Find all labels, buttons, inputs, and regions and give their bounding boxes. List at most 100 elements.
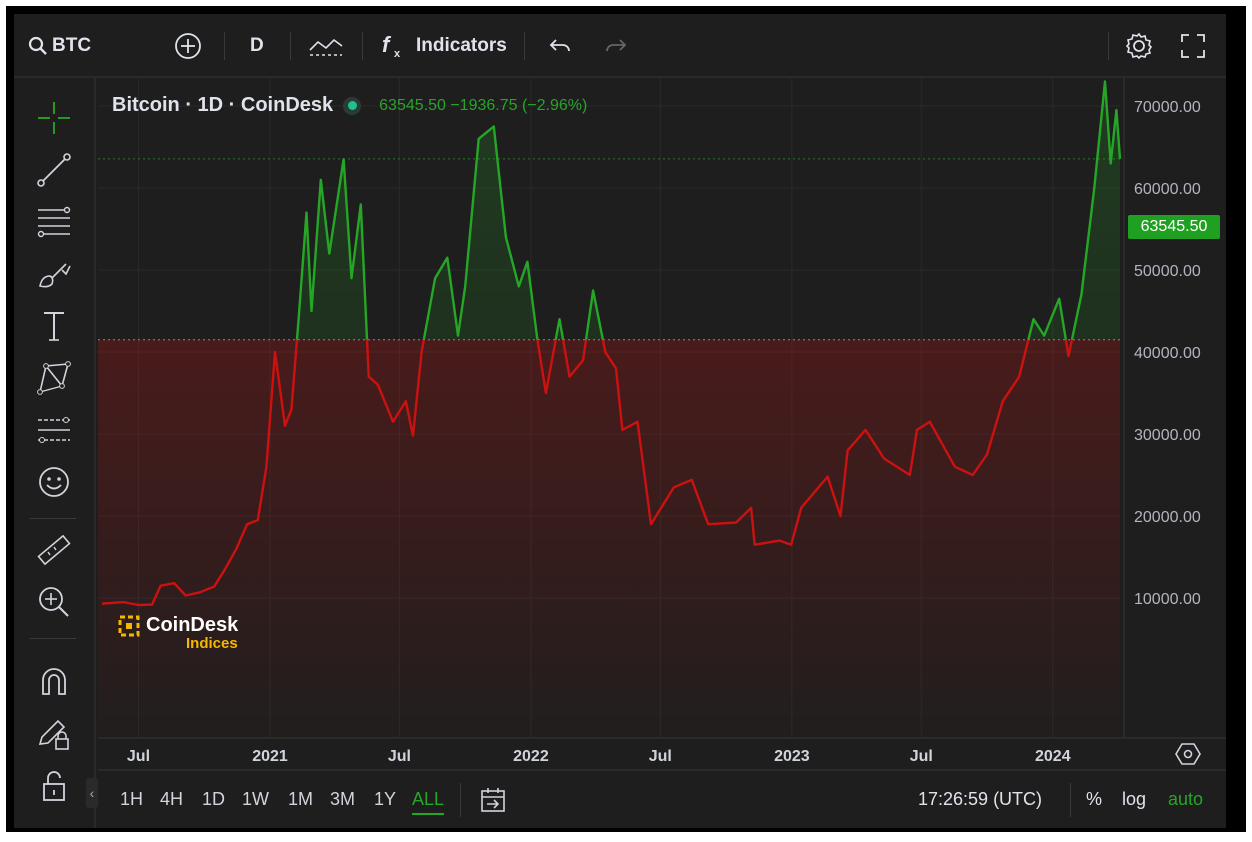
prediction-tool[interactable] [34, 410, 74, 450]
toolbar-divider [362, 32, 363, 60]
unlock-icon [43, 771, 65, 801]
toolbar-divider [524, 32, 525, 60]
range-1y-button[interactable]: 1Y [374, 789, 397, 809]
toolbar-divider [290, 32, 291, 60]
bottom-toolbar: 1H 4H 1D 1W 1M 3M 1Y ALL 17:26:59 (UTC) … [98, 769, 1226, 828]
magnet-icon [42, 668, 66, 695]
redo-button[interactable] [604, 30, 628, 62]
y-tick-label: 10000.00 [1134, 591, 1201, 608]
horizontal-lines-icon [37, 206, 71, 238]
x-tick-label: Jul [388, 748, 411, 765]
fullscreen-icon [1181, 34, 1205, 58]
redo-icon [606, 39, 627, 52]
pattern-icon [37, 361, 71, 395]
y-tick-label: 40000.00 [1134, 345, 1201, 362]
undo-icon [549, 39, 570, 52]
last-price-label: 63545.50 [1128, 215, 1220, 239]
date-range-button[interactable] [478, 785, 508, 820]
range-1m-button[interactable]: 1M [288, 789, 314, 809]
coindesk-watermark: CoinDesk Indices [118, 614, 238, 652]
chart-title: Bitcoin · 1D · CoinDesk [112, 94, 334, 116]
pattern-tool[interactable] [34, 358, 74, 398]
text-tool[interactable] [34, 306, 74, 346]
trend-line-icon [37, 153, 71, 187]
trend-line-tool[interactable] [34, 150, 74, 190]
unlock-tool[interactable] [34, 766, 74, 806]
x-tick-label: 2024 [1035, 748, 1071, 765]
price-line-below-baseline [101, 339, 1074, 607]
drawing-toolbar: ‹ [14, 78, 98, 828]
chart-legend: Bitcoin · 1D · CoinDesk 63545.50 −1936.7… [112, 94, 587, 117]
toolbar-divider [460, 783, 461, 817]
crosshair-tool[interactable] [34, 98, 74, 138]
auto-scale-toggle[interactable]: auto [1168, 789, 1204, 809]
market-status-icon [343, 96, 362, 115]
crosshair-icon [38, 102, 70, 134]
x-tick-label: Jul [649, 748, 672, 765]
search-icon [28, 36, 47, 55]
measure-tool[interactable] [34, 530, 74, 570]
y-tick-label: 70000.00 [1134, 99, 1201, 116]
symbol-search-button[interactable]: BTC [28, 30, 91, 62]
range-1w-button[interactable]: 1W [242, 789, 269, 809]
y-tick-label: 20000.00 [1134, 509, 1201, 526]
watermark-sub: Indices [186, 635, 238, 652]
price-chart[interactable]: 80000.0070000.0060000.0050000.0040000.00… [98, 78, 1226, 769]
chart-type-button[interactable] [308, 30, 344, 62]
indicators-label: Indicators [416, 35, 507, 56]
smiley-icon [39, 467, 69, 497]
range-1h-button[interactable]: 1H [120, 789, 144, 809]
area-fill-below-baseline [98, 339, 1120, 738]
brush-icon [39, 263, 71, 288]
x-tick-label: 2023 [774, 748, 810, 765]
lock-drawings-tool[interactable] [34, 714, 74, 754]
range-3m-button[interactable]: 3M [330, 789, 356, 809]
x-tick-label: Jul [127, 748, 150, 765]
gear-icon [1125, 32, 1153, 60]
y-tick-label: 30000.00 [1134, 427, 1201, 444]
calendar-icon [481, 788, 505, 812]
percent-scale-toggle[interactable]: % [1086, 789, 1103, 809]
collapse-toolbar-button[interactable]: ‹ [86, 778, 98, 808]
plus-circle-icon [175, 33, 201, 59]
area-fill-above-baseline [102, 81, 1120, 340]
price-quote: 63545.50 −1936.75 (−2.96%) [379, 96, 588, 114]
coindesk-logo-icon [118, 615, 140, 636]
log-scale-toggle[interactable]: log [1122, 789, 1147, 809]
toolbar-divider [1108, 32, 1109, 60]
fib-retracement-tool[interactable] [34, 202, 74, 242]
toolbar-divider [224, 32, 225, 60]
pencil-lock-icon [38, 719, 69, 750]
text-icon [44, 312, 64, 341]
x-tick-label: 2021 [252, 748, 288, 765]
zoom-in-icon [39, 587, 69, 617]
settings-button[interactable] [1124, 30, 1154, 62]
undo-button[interactable] [548, 30, 572, 62]
emoji-tool[interactable] [34, 462, 74, 502]
range-all-button[interactable]: ALL [412, 789, 445, 815]
y-tick-label: 60000.00 [1134, 181, 1201, 198]
x-tick-label: 2022 [513, 748, 549, 765]
magnet-tool[interactable] [34, 662, 74, 702]
x-tick-label: Jul [910, 748, 933, 765]
watermark-brand: CoinDesk [146, 614, 239, 636]
interval-button[interactable]: D [250, 35, 264, 56]
y-tick-label: 50000.00 [1134, 263, 1201, 280]
toolbar-divider [30, 518, 76, 519]
toolbar-divider [1070, 783, 1071, 817]
symbol-label: BTC [52, 35, 92, 56]
range-1d-button[interactable]: 1D [202, 789, 226, 809]
range-4h-button[interactable]: 4H [160, 789, 184, 809]
brush-tool[interactable] [34, 254, 74, 294]
svg-text:f: f [382, 32, 392, 57]
fullscreen-button[interactable] [1180, 30, 1206, 62]
utc-clock[interactable]: 17:26:59 (UTC) [918, 789, 1043, 809]
compare-symbol-button[interactable] [174, 30, 202, 62]
chart-type-icon [309, 38, 343, 56]
axis-settings-icon[interactable] [1175, 743, 1201, 765]
zoom-in-tool[interactable] [34, 582, 74, 622]
sliders-icon [38, 417, 70, 443]
